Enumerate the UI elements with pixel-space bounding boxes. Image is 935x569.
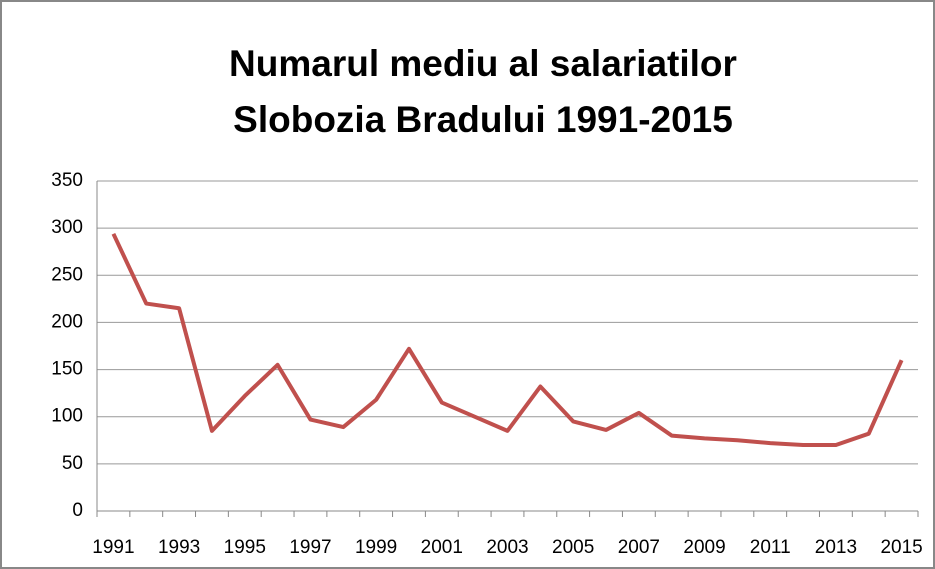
y-tick-label: 100 [51,406,83,427]
x-tick-label: 2011 [750,537,791,558]
x-tick-label: 1993 [158,537,200,558]
x-tick-label: 1991 [92,537,134,558]
y-tick-label: 300 [51,217,83,238]
chart-title: Numarul mediu al salariatilor [229,43,737,84]
y-tick-label: 200 [51,311,83,332]
y-tick-label: 150 [51,359,83,380]
x-tick-label: 2001 [421,537,463,558]
x-tick-label: 2015 [880,537,922,558]
x-tick-label: 2009 [683,537,725,558]
x-tick-label: 2007 [618,537,660,558]
data-line [111,232,904,447]
x-tick-label: 2005 [552,537,594,558]
x-tick-label: 1999 [355,537,397,558]
chart-title: Slobozia Bradului 1991-2015 [233,99,733,140]
y-tick-label: 250 [51,264,83,285]
x-tick-label: 1997 [289,537,331,558]
y-tick-label: 0 [72,500,83,521]
x-tick-label: 2003 [486,537,528,558]
y-tick-label: 50 [62,453,83,474]
x-tick-label: 1995 [224,537,266,558]
x-tick-label: 2013 [815,537,857,558]
y-tick-label: 350 [51,170,83,191]
